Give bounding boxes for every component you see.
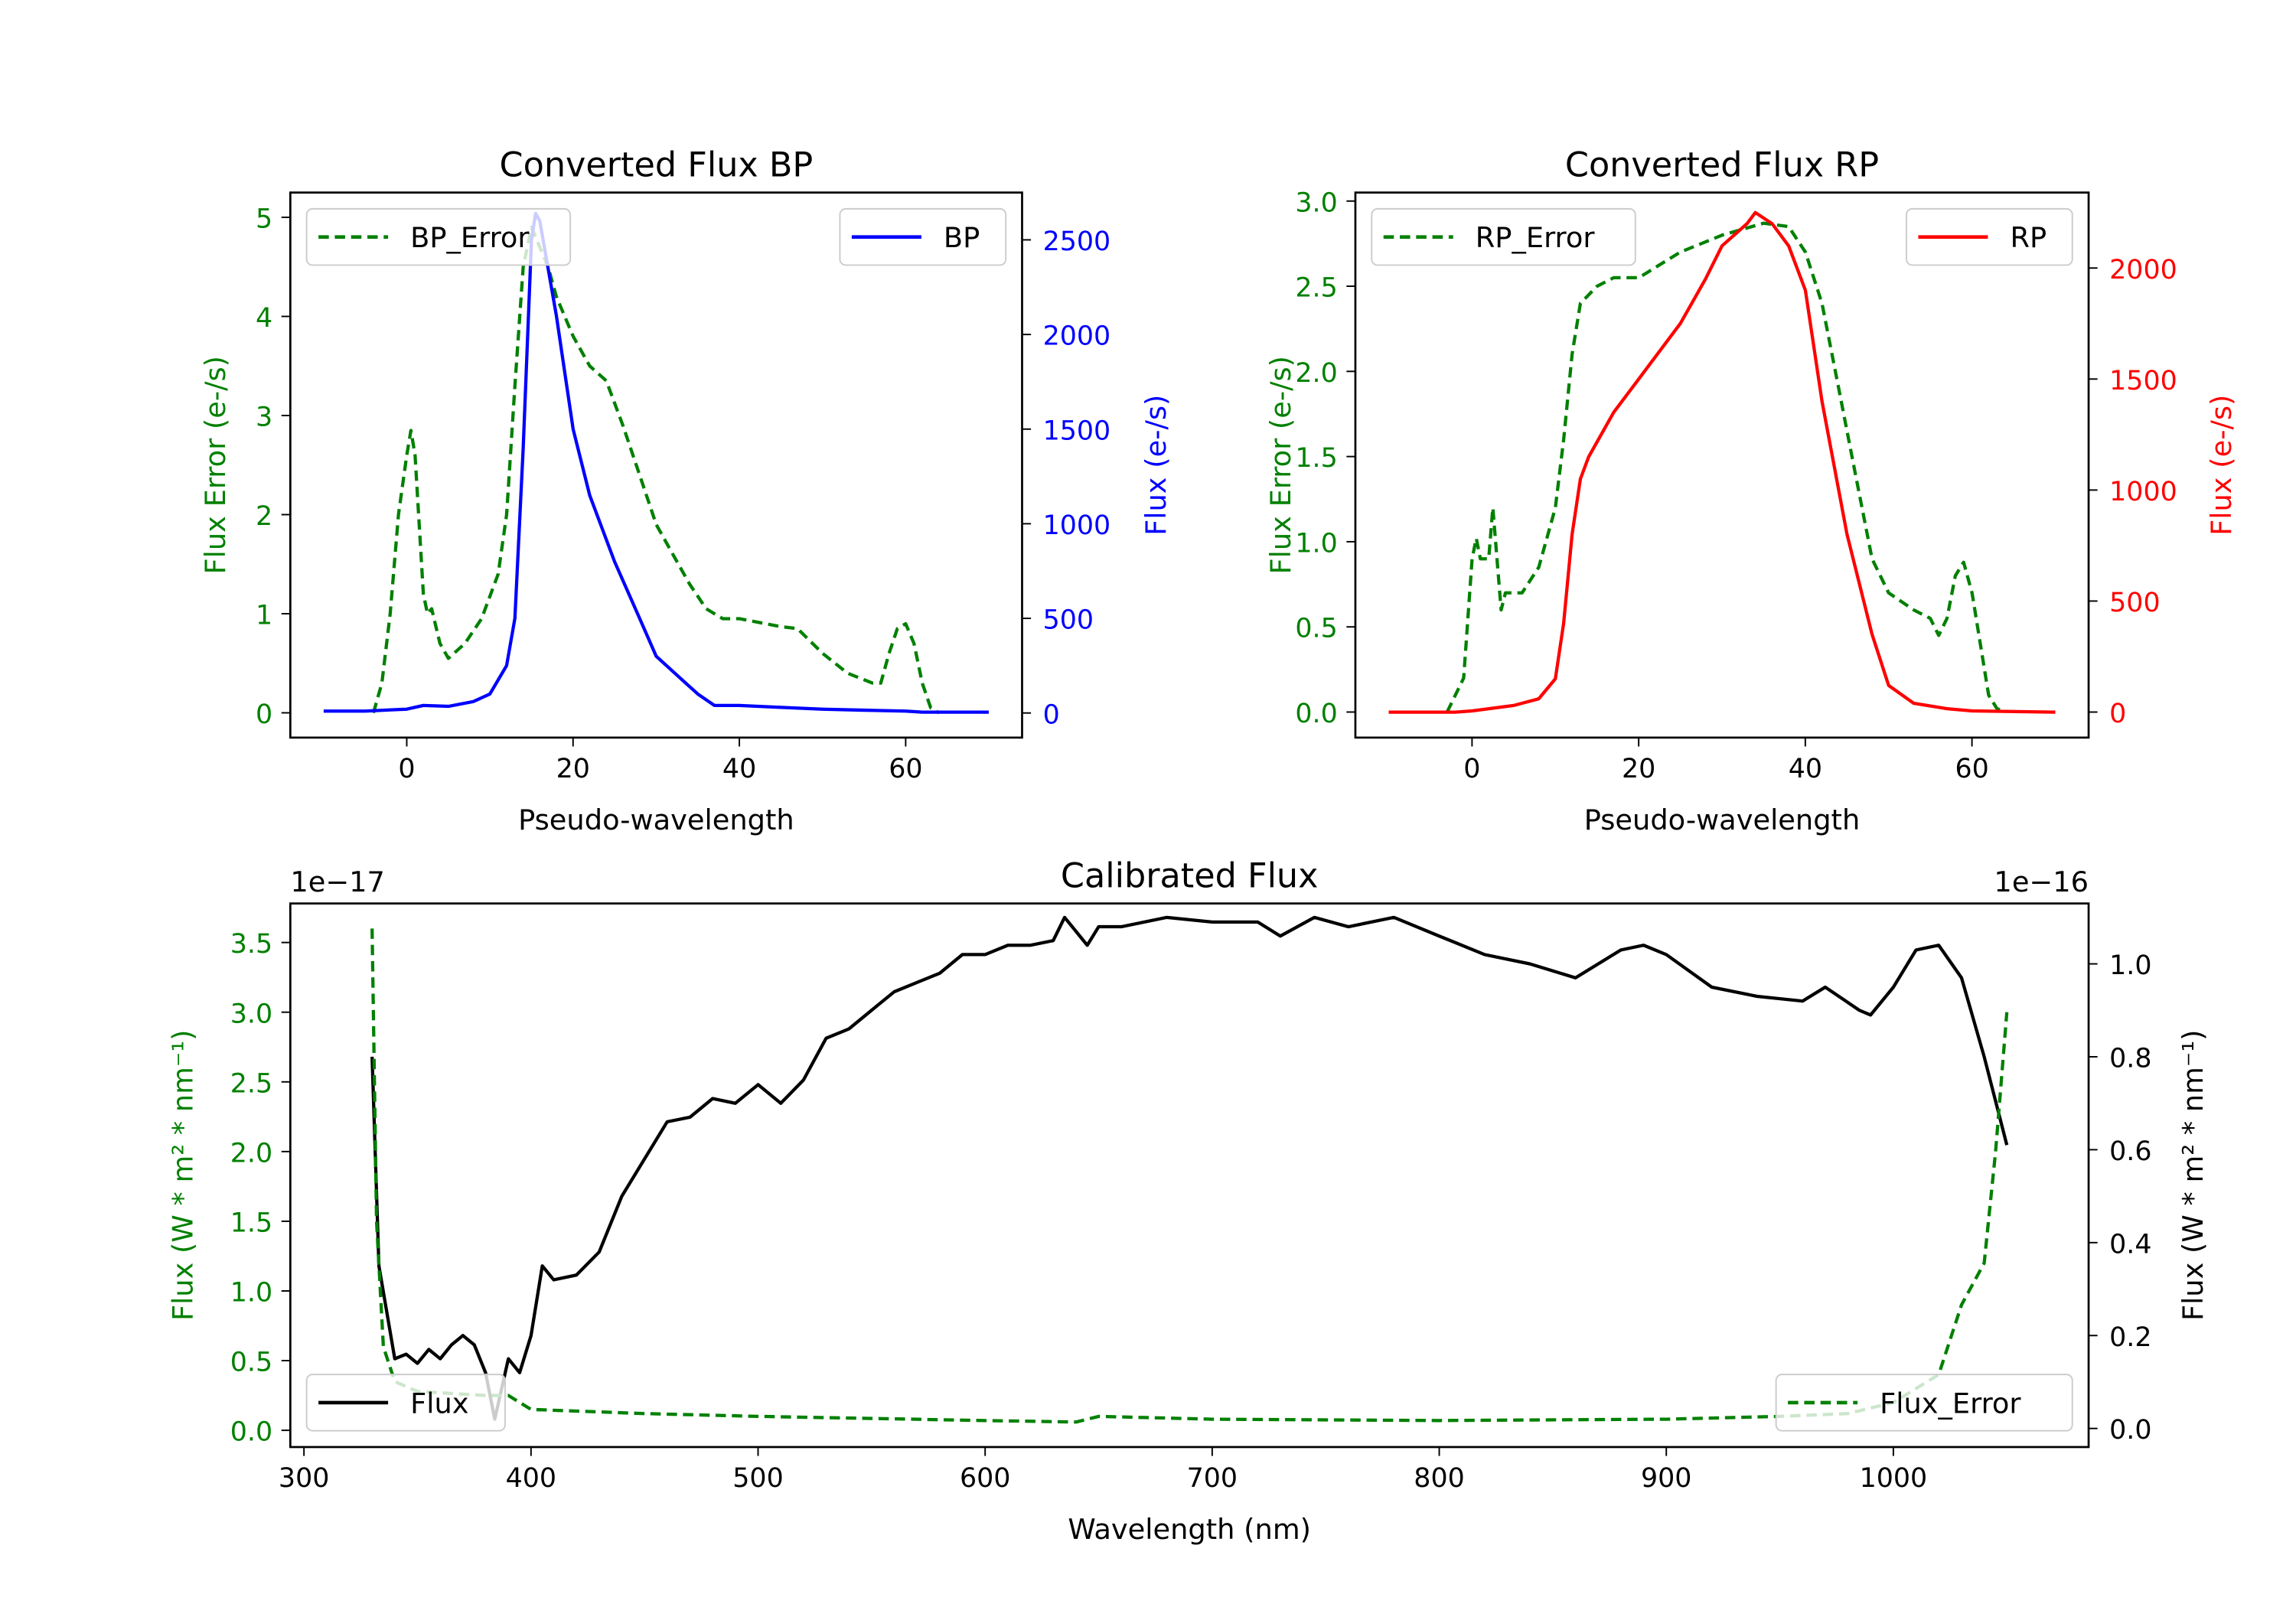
- chart-title: Converted Flux RP: [1565, 145, 1879, 184]
- y-right-tick-label: 0: [1043, 699, 1060, 730]
- x-tick-label: 800: [1414, 1463, 1464, 1494]
- x-tick-label: 0: [1463, 754, 1480, 784]
- chart-0: Converted Flux BP0 20 40 60Pseudo-wavelengt…: [199, 145, 1172, 836]
- y-left-tick-label: 2.0: [230, 1138, 272, 1169]
- y-left-tick-label: 0.0: [1295, 699, 1337, 729]
- y-left-tick-label: 2: [256, 501, 272, 532]
- series-line-bp_error: [371, 225, 941, 715]
- y-left-axis-label: Flux Error (e-/s): [1264, 356, 1297, 575]
- y-right-tick-label: 1.0: [2109, 950, 2151, 981]
- y-left-tick-label: 0.5: [230, 1348, 272, 1378]
- y-left-tick-label: 0: [256, 699, 272, 730]
- series-line-flux_error: [370, 928, 2009, 1424]
- x-axis-label: Pseudo-wavelength: [1584, 804, 1861, 836]
- y-left-tick-label: 1.5: [1295, 443, 1337, 474]
- series-line-rp: [1388, 210, 2056, 714]
- y-left-tick-label: 1.0: [1295, 528, 1337, 559]
- y-right-tick-label: 2500: [1043, 227, 1111, 257]
- legend-box: [839, 207, 1007, 266]
- chart-1: Converted Flux RP 0 20 40 60 Pseudo-wavelengt…: [1264, 145, 2238, 836]
- y-left-tick-label: 2.0: [1295, 358, 1337, 389]
- legend-rp: RP: [1906, 207, 2073, 266]
- y-right-offset-text: 1e−16: [1994, 865, 2089, 898]
- plot-frame: [1354, 191, 2090, 739]
- y-right-tick-label: 1000: [2109, 477, 2177, 507]
- y-right-tick-label: 0.2: [2109, 1322, 2151, 1353]
- y-left-offset-text: 1e−17: [290, 865, 385, 898]
- x-tick-label: 0: [398, 754, 415, 784]
- y-right-tick-label: 1500: [1043, 416, 1111, 446]
- legend-bp_error: BP_Error: [305, 207, 572, 266]
- legend-box: [1775, 1374, 2073, 1432]
- y-right-tick-label: 0.8: [2109, 1044, 2151, 1074]
- x-axis-label: Pseudo-wavelength: [518, 804, 794, 836]
- y-left-tick-label: 3.0: [1295, 187, 1337, 218]
- y-right-tick-label: 0.6: [2109, 1136, 2151, 1167]
- y-right-tick-label: 500: [1043, 605, 1094, 636]
- x-tick-label: 400: [506, 1463, 556, 1494]
- y-left-tick-label: 1.5: [230, 1208, 272, 1238]
- y-right-tick-label: 0.4: [2109, 1229, 2151, 1260]
- legend-box: [305, 1374, 506, 1432]
- series-line-rp_error: [1445, 221, 2007, 714]
- legend-label: BP_Error: [410, 221, 530, 254]
- y-left-tick-label: 1: [256, 601, 272, 631]
- chart-title: Calibrated Flux: [1061, 856, 1319, 895]
- y-right-tick-label: 0: [2109, 699, 2126, 729]
- chart-2: Calibrated Flux 300 400 500 600 700 800 900 1000…: [167, 856, 2210, 1546]
- y-right-tick-label: 2000: [1043, 321, 1111, 352]
- legend-label: RP_Error: [1476, 221, 1596, 254]
- series-line-bp: [323, 211, 989, 714]
- legend-flux: Flux: [305, 1374, 506, 1432]
- series-line-flux: [370, 915, 2009, 1421]
- y-left-tick-label: 3: [256, 403, 272, 433]
- x-tick-label: 60: [1955, 754, 1988, 784]
- legend-label: RP: [2010, 221, 2047, 254]
- x-tick-label: 900: [1641, 1463, 1691, 1494]
- x-tick-label: 500: [732, 1463, 783, 1494]
- x-tick-label: 60: [889, 754, 922, 784]
- x-tick-label: 1000: [1860, 1463, 1928, 1494]
- x-tick-label: 20: [1622, 754, 1655, 784]
- x-tick-label: 600: [960, 1463, 1010, 1494]
- legend-label: Flux_Error: [1880, 1387, 2021, 1420]
- y-left-tick-label: 3.5: [230, 929, 272, 960]
- y-left-tick-label: 4: [256, 303, 272, 334]
- y-left-tick-label: 2.5: [230, 1068, 272, 1099]
- y-right-axis-label: Flux (W * m² * nm⁻¹): [2177, 1030, 2210, 1321]
- y-right-tick-label: 1500: [2109, 366, 2177, 396]
- y-left-tick-label: 1.0: [230, 1278, 272, 1309]
- legend-flux_error: Flux_Error: [1775, 1374, 2073, 1432]
- x-tick-label: 300: [279, 1463, 329, 1494]
- y-left-tick-label: 3.0: [230, 999, 272, 1029]
- y-right-tick-label: 500: [2109, 588, 2160, 618]
- y-left-axis-label: Flux (W * m² * nm⁻¹): [167, 1030, 200, 1321]
- legend-box: [1371, 207, 1636, 266]
- legend-rp_error: RP_Error: [1371, 207, 1636, 266]
- y-right-axis-label: Flux (e-/s): [2205, 395, 2238, 536]
- y-right-tick-label: 0.0: [2109, 1415, 2151, 1446]
- y-left-tick-label: 0.0: [230, 1417, 272, 1448]
- legend-label: Flux: [410, 1387, 468, 1420]
- legend-box: [1906, 207, 2073, 266]
- x-axis-label: Wavelength (nm): [1068, 1513, 1311, 1546]
- legend-label: BP: [944, 221, 980, 254]
- y-left-axis-label: Flux Error (e-/s): [199, 356, 232, 575]
- x-tick-label: 700: [1187, 1463, 1238, 1494]
- legend-bp: BP: [839, 207, 1007, 266]
- y-right-tick-label: 2000: [2109, 255, 2177, 285]
- plot-frame: [289, 902, 2090, 1449]
- x-tick-label: 40: [1789, 754, 1822, 784]
- y-left-tick-label: 2.5: [1295, 273, 1337, 304]
- legend-box: [305, 207, 572, 266]
- y-right-tick-label: 1000: [1043, 510, 1111, 541]
- y-left-tick-label: 0.5: [1295, 614, 1337, 644]
- chart-title: Converted Flux BP: [500, 145, 814, 184]
- y-right-axis-label: Flux (e-/s): [1140, 395, 1172, 536]
- plot-frame: [289, 191, 1023, 739]
- x-tick-label: 40: [722, 754, 756, 784]
- x-tick-label: 20: [556, 754, 590, 784]
- y-left-tick-label: 5: [256, 204, 272, 235]
